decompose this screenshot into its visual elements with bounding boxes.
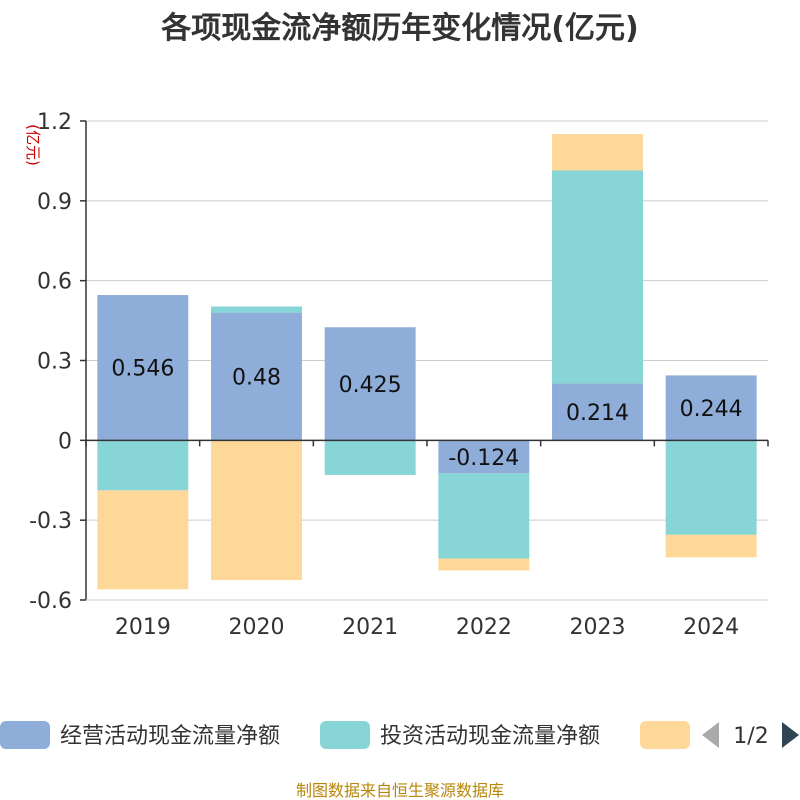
legend-label-2[interactable]: 投资活动现金流量净额 [380,724,600,749]
bar-2021-series-2 [324,440,416,475]
gridlines [86,120,768,601]
bar-2019-series-3 [97,490,189,590]
x-tick-label: 2019 [115,615,171,640]
data-label-2024: 0.244 [680,397,743,422]
bar-2019-series-2 [97,440,189,491]
data-label-2022: -0.124 [448,446,519,471]
bar-2020-series-2 [211,306,302,313]
legend-swatch-3[interactable] [640,721,690,749]
data-labels: 0.546 0.48 0.425 -0.124 0.214 0.244 [111,357,742,471]
legend-page-indicator: 1/2 [733,724,768,749]
x-tick-label: 2024 [683,615,739,640]
source-text: 制图数据来自恒生聚源数据库 [296,781,504,800]
bar-2023-series-2 [552,170,643,384]
y-tick-label: -0.3 [29,509,72,534]
bar-2024-series-1 [665,375,757,441]
bar-2023-series-3 [552,134,643,171]
legend-next-arrow-icon[interactable] [782,722,799,748]
bars [97,134,757,590]
chart-title: 各项现金流净额历年变化情况(亿元) [160,11,638,46]
bar-2024-series-2 [665,440,757,535]
bar-2022-series-3 [438,558,530,571]
legend-prev-arrow-icon[interactable] [702,722,719,748]
axes [80,120,769,601]
x-tick-label: 2023 [570,615,626,640]
bar-2024-series-3 [665,534,757,558]
legend-swatch-1[interactable] [0,721,50,749]
data-label-2019: 0.546 [111,357,174,382]
y-axis-unit: (亿元) [24,124,42,166]
bar-2019-series-1 [97,295,189,441]
legend-swatch-2[interactable] [320,721,370,749]
y-tick-label: 1.2 [37,110,72,135]
bar-2020-series-3 [211,440,302,581]
data-label-2021: 0.425 [339,373,402,398]
bar-2021-series-1 [324,327,416,441]
y-tick-label: 0.6 [37,270,72,295]
y-tick-label: 0 [58,429,72,454]
bar-2022-series-2 [438,473,530,559]
data-label-2020: 0.48 [232,365,281,390]
x-tick-label: 2021 [342,615,398,640]
y-tick-label: 0.3 [37,350,72,375]
x-tick-labels: 2019 2020 2021 2022 2023 2024 [115,615,739,640]
y-tick-label: -0.6 [29,589,72,614]
y-tick-labels: 1.2 0.9 0.6 0.3 0 -0.3 -0.6 [29,110,72,614]
bar-2020-series-1 [211,312,302,441]
legend-label-1[interactable]: 经营活动现金流量净额 [60,724,280,749]
bar-2023-series-1 [552,383,643,441]
x-tick-label: 2022 [456,615,512,640]
legend: 经营活动现金流量净额 投资活动现金流量净额 1/2 [0,721,799,749]
x-tick-label: 2020 [229,615,285,640]
y-tick-label: 0.9 [37,190,72,215]
bar-2022-series-1 [438,440,530,474]
data-label-2023: 0.214 [566,401,629,426]
